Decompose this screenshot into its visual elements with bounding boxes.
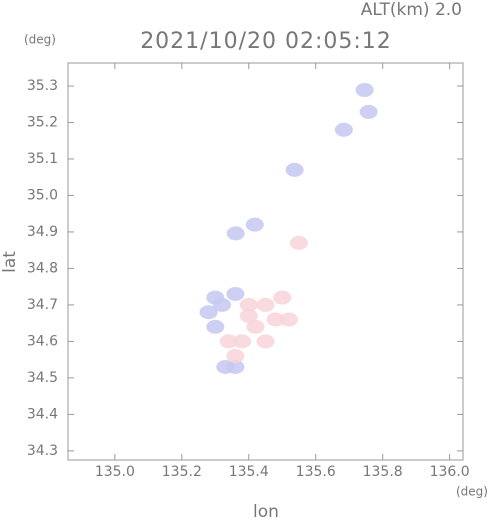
echo-point [212, 297, 231, 312]
echo-point [226, 349, 245, 364]
echo-point [285, 162, 304, 177]
y-tick-label: 34.4 [27, 406, 58, 422]
y-tick-label: 34.7 [27, 297, 58, 313]
y-tick-label: 35.0 [27, 187, 58, 203]
echo-point [256, 297, 275, 312]
x-tick-label: 136.0 [430, 464, 470, 480]
echo-point [273, 290, 292, 305]
echo-point [359, 104, 378, 119]
echo-point [206, 319, 225, 334]
y-tick-label: 35.3 [27, 78, 58, 94]
y-tick-label: 34.6 [27, 333, 58, 349]
x-tick-label: 135.2 [162, 464, 202, 480]
chart-title: 2021/10/20 02:05:12 [140, 29, 392, 54]
x-tick-label: 135.4 [229, 464, 269, 480]
plot-frame [67, 62, 464, 461]
echo-point [266, 312, 285, 327]
x-tick-label: 135.6 [296, 464, 336, 480]
y-tick-label: 34.9 [27, 224, 58, 240]
y-tick-label: 35.1 [27, 151, 58, 167]
echo-point [233, 334, 252, 349]
echo-point [239, 297, 258, 312]
y-tick-label: 34.8 [27, 260, 58, 276]
echo-point [289, 235, 308, 250]
echo-point [226, 286, 245, 301]
x-tick-label: 135.8 [363, 464, 403, 480]
echo-point [246, 319, 265, 334]
x-tick-label: 135.0 [95, 464, 135, 480]
y-tick-label: 34.3 [27, 443, 58, 459]
y-unit: (deg) [24, 33, 56, 47]
x-axis-label: lon [253, 502, 279, 521]
y-tick-label: 35.2 [27, 114, 58, 130]
y-axis-label: lat [0, 251, 20, 273]
echo-point [245, 217, 264, 232]
echo-point [279, 312, 298, 327]
y-tick-label: 34.5 [27, 370, 58, 386]
echo-point [219, 334, 238, 349]
echo-point [256, 334, 275, 349]
echo-point [199, 305, 218, 320]
annotation: ALT(km) 2.0 [361, 0, 462, 20]
echo-point [334, 122, 353, 137]
echo-point [226, 226, 245, 241]
echo-point [239, 308, 258, 323]
echo-point [226, 359, 245, 374]
x-unit: (deg) [456, 485, 488, 499]
echo-point [355, 83, 374, 98]
